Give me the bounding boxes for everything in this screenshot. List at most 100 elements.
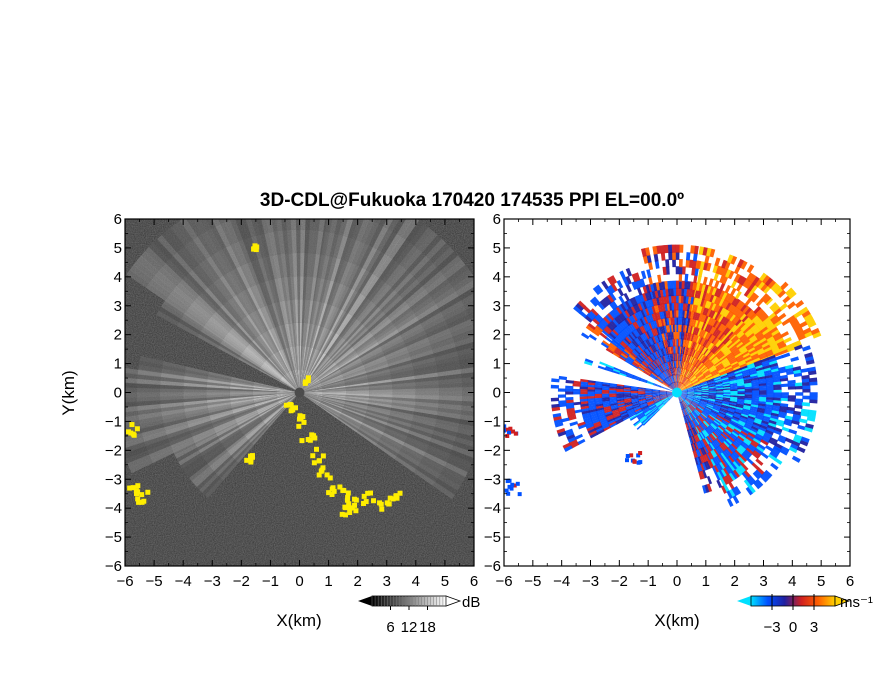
velocity-beam-cell xyxy=(663,362,668,371)
velocity-beam-cell xyxy=(642,285,648,294)
velocity-beam-cell xyxy=(692,399,700,405)
velocity-beam-cell xyxy=(714,380,723,384)
velocity-beam-cell xyxy=(754,278,763,288)
velocity-beam-cell xyxy=(635,410,643,415)
velocity-beam-cell xyxy=(696,360,703,368)
velocity-beam-cell xyxy=(736,447,744,456)
velocity-beam-cell xyxy=(602,404,611,408)
velocity-beam-cell xyxy=(732,460,740,469)
velocity-beam-cell xyxy=(654,334,660,343)
velocity-beam-cell xyxy=(791,455,801,463)
velocity-beam-cell xyxy=(686,346,690,355)
velocity-beam-cell xyxy=(713,377,723,382)
velocity-beam-cell xyxy=(601,387,610,391)
velocity-beam-cell xyxy=(749,350,759,357)
velocity-beam-cell xyxy=(662,398,670,405)
velocity-beam-cell xyxy=(749,323,758,332)
velocity-beam-cell xyxy=(744,397,753,401)
velocity-beam-cell xyxy=(602,402,611,406)
velocity-beam-cell xyxy=(740,348,749,355)
velocity-beam-cell xyxy=(708,333,715,342)
velocity-beam-cell xyxy=(700,329,705,338)
velocity-beam-cell xyxy=(729,304,737,313)
velocity-beam-cell xyxy=(649,344,655,353)
velocity-beam-cell xyxy=(756,409,766,414)
velocity-beam-cell xyxy=(787,398,796,402)
velocity-beam-cell xyxy=(741,463,749,471)
velocity-beam-cell xyxy=(708,364,716,371)
velocity-beam-cell xyxy=(662,363,667,371)
velocity-beam-cell xyxy=(617,405,626,410)
velocity-beam-cell xyxy=(677,331,680,340)
velocity-beam-cell xyxy=(726,447,734,455)
velocity-beam-cell xyxy=(608,344,616,351)
velocity-beam-cell xyxy=(678,302,681,311)
velocity-beam-cell xyxy=(630,397,639,400)
velocity-beam-cell xyxy=(650,406,658,413)
velocity-beam-cell xyxy=(675,367,677,376)
velocity-beam-cell xyxy=(736,381,746,385)
velocity-beam-cell xyxy=(620,412,629,418)
velocity-beam-cell xyxy=(686,370,691,378)
velocity-beam-cell xyxy=(769,362,779,368)
velocity-beam-cell xyxy=(607,321,616,330)
velocity-beam-cell xyxy=(694,369,702,376)
velocity-beam-cell xyxy=(736,329,744,337)
velocity-beam-cell xyxy=(678,259,683,268)
velocity-beam-cell xyxy=(703,438,709,446)
velocity-beam-cell xyxy=(642,418,649,425)
x-tick-label: 2 xyxy=(730,573,738,590)
velocity-beam-cell xyxy=(736,355,745,362)
velocity-beam-cell xyxy=(681,376,686,384)
velocity-beam-cell xyxy=(688,373,694,380)
velocity-beam-cell xyxy=(708,392,717,394)
velocity-beam-cell xyxy=(682,377,688,385)
velocity-beam-cell xyxy=(728,481,735,490)
yellow-echo-pixel xyxy=(361,493,367,499)
velocity-beam-cell xyxy=(632,404,641,408)
velocity-beam-cell xyxy=(615,391,624,394)
velocity-beam-cell xyxy=(760,439,769,446)
velocity-beam-cell xyxy=(689,413,695,421)
velocity-beam-cell xyxy=(702,322,708,331)
velocity-beam-cell xyxy=(562,442,572,450)
velocity-beam-cell xyxy=(644,411,652,417)
velocity-speck xyxy=(505,479,510,484)
velocity-beam-cell xyxy=(618,355,626,362)
velocity-beam-cell xyxy=(635,411,644,417)
velocity-beam-cell xyxy=(670,375,674,383)
velocity-beam-cell xyxy=(682,408,686,417)
velocity-beam-cell xyxy=(630,387,639,390)
velocity-beam-cell xyxy=(738,360,747,367)
velocity-beam-cell xyxy=(741,411,750,416)
velocity-beam-cell xyxy=(595,405,604,410)
velocity-beam-cell xyxy=(659,364,665,372)
velocity-beam-cell xyxy=(639,342,646,351)
velocity-beam-cell xyxy=(707,333,713,341)
velocity-beam-cell xyxy=(575,303,584,312)
velocity-beam-cell xyxy=(630,415,638,421)
velocity-beam-cell xyxy=(717,367,726,373)
velocity-beam-cell xyxy=(660,325,664,334)
velocity-beam-cell xyxy=(675,338,677,347)
velocity-beam-cell xyxy=(733,307,741,316)
velocity-beam-cell xyxy=(621,338,630,346)
velocity-beam-cell xyxy=(728,403,738,407)
velocity-beam-cell xyxy=(681,324,684,333)
velocity-speck xyxy=(512,483,517,488)
velocity-beam-cell xyxy=(679,323,682,333)
velocity-beam-cell xyxy=(730,360,739,366)
velocity-beam-cell xyxy=(684,309,688,319)
velocity-beam-cell xyxy=(601,395,610,398)
velocity-beam-cell xyxy=(639,402,648,406)
velocity-beam-cell xyxy=(658,391,667,393)
velocity-beam-cell xyxy=(772,429,782,436)
velocity-beam-cell xyxy=(679,316,683,325)
velocity-beam-cell xyxy=(657,357,663,365)
velocity-beam-cell xyxy=(779,302,788,311)
velocity-beam-cell xyxy=(740,430,749,437)
velocity-beam-cell xyxy=(650,328,656,337)
velocity-beam-cell xyxy=(751,398,760,402)
velocity-beam-cell xyxy=(689,364,695,372)
velocity-beam-cell xyxy=(676,345,678,354)
